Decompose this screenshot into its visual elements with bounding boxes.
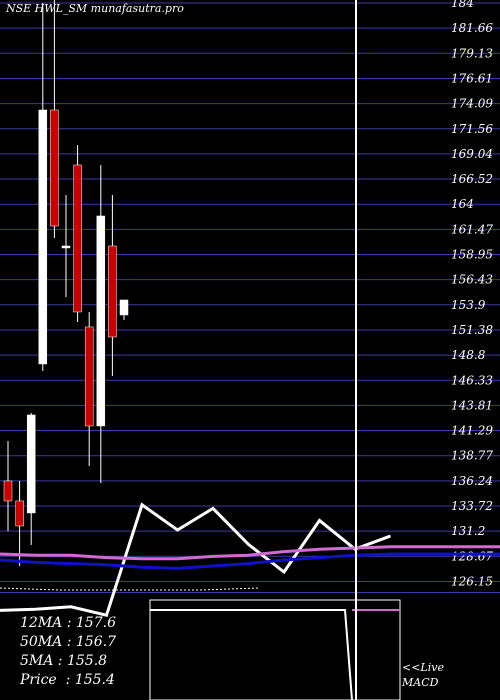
y-tick-label: 156.43 [451,273,493,287]
y-tick-label: 171.56 [451,122,493,136]
y-tick-label: 181.66 [451,21,493,35]
candle-body [84,326,94,427]
y-tick-label: 169.04 [451,147,493,161]
candle-body [15,500,24,527]
candle-body [26,414,36,514]
ma-value: 157.6 [75,615,116,631]
live-label: <<Live [402,661,444,674]
y-tick-label: 141.29 [451,424,493,438]
y-tick-label: 166.52 [451,172,493,186]
momentum-panel [0,502,500,617]
ma-label: 50MA [20,634,63,650]
candle-body [108,245,117,338]
ma-value: 156.7 [75,634,116,650]
y-tick-label: 136.24 [451,474,493,488]
candle-body [3,480,13,502]
ma-row-50: 50MA : 156.7 [20,634,116,650]
candle [38,3,48,371]
chart-title: NSE HWL_SM munafasutra.pro [6,2,184,15]
ma-row-5: 5MA : 155.8 [20,653,108,669]
moving-average-panel: 12MA : 157.6 50MA : 156.7 5MA : 155.8 Pr… [20,614,116,690]
y-tick-label: 151.38 [451,323,493,337]
candle-body [96,215,106,427]
candle-body [38,109,48,365]
candle [26,412,36,545]
candle [50,0,59,238]
y-tick-label: 128.67 [451,549,493,563]
macd-line [150,609,353,700]
y-tick-label: 184 [451,0,474,10]
macd-panel [149,599,401,700]
ma-row-12: 12MA : 157.6 [20,615,116,631]
macd-frame [149,599,401,700]
y-tick-label: 148.8 [451,348,486,362]
candle [96,164,106,483]
ma-value: 155.8 [66,653,108,669]
y-tick-label: 179.13 [451,46,493,60]
price-value: 155.4 [74,672,115,688]
candle [119,299,129,320]
candle-body [119,299,129,316]
ma-label: 5MA [20,653,54,669]
macd-label: MACD [402,676,439,689]
y-tick-label: 133.72 [451,499,493,513]
candle [15,480,24,566]
y-tick-label: 153.9 [451,298,486,312]
y-tick-label: 158.95 [451,248,493,262]
candle [61,194,71,297]
price-grid [0,2,500,593]
ma-label: 12MA [20,615,63,631]
candle [84,311,94,466]
momentum-dotted-line [0,587,261,591]
y-tick-label: 143.81 [451,398,493,412]
live-macd-label: <<Live MACD [402,660,444,690]
candle-body [61,245,71,249]
ma-row-price: Price : 155.4 [20,672,115,688]
candles [3,0,129,566]
y-tick-label: 131.2 [451,524,485,538]
y-axis-ticks: 184 181.66 179.13 176.61 174.09 171.56 169.04 1… [451,0,493,588]
y-tick-label: 161.47 [451,222,493,236]
y-tick-label: 146.33 [451,373,493,387]
y-tick-label: 138.77 [451,449,493,463]
y-tick-label: 176.61 [451,71,493,85]
candle [3,440,13,531]
y-tick-label: 126.15 [451,574,493,588]
candle-body [73,164,82,313]
candle-body [50,109,59,227]
y-tick-label: 174.09 [451,97,493,111]
y-tick-label: 164 [451,197,474,211]
momentum-line [0,502,392,617]
candle [108,194,117,376]
price-label: Price [20,672,62,688]
candle [73,144,82,322]
